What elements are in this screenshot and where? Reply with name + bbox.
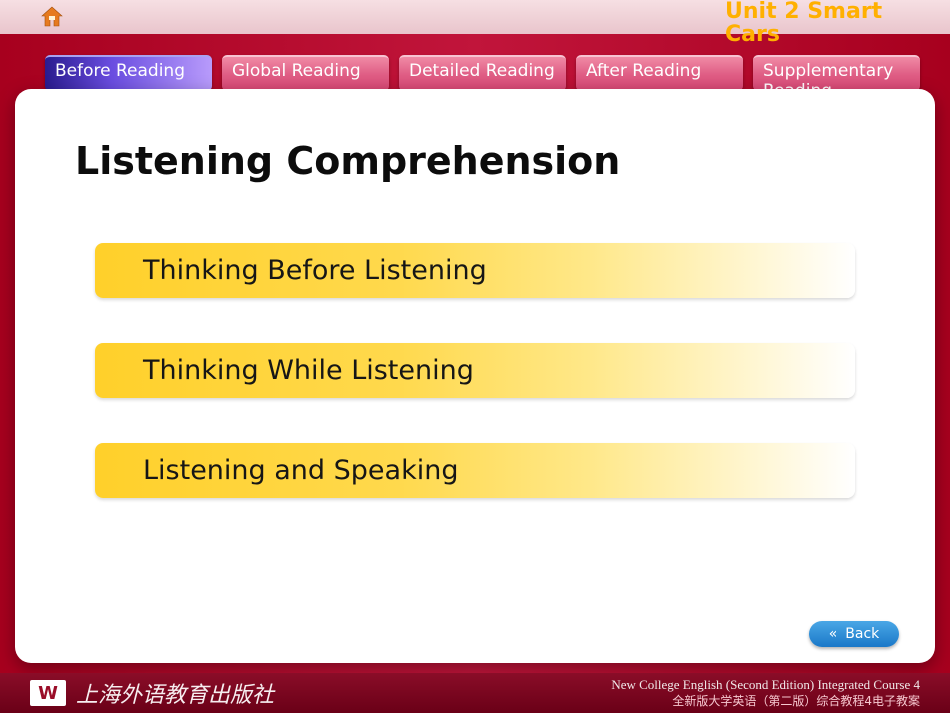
menu-item-label: Listening and Speaking — [143, 455, 458, 486]
menu-item-label: Thinking While Listening — [143, 355, 474, 386]
tab-label: Global Reading — [232, 61, 361, 81]
menu-item-thinking-before[interactable]: Thinking Before Listening — [95, 243, 855, 298]
footer-course-en: New College English (Second Edition) Int… — [611, 677, 920, 693]
footer: W 上海外语教育出版社 New College English (Second … — [0, 673, 950, 713]
tab-supplementary-reading[interactable]: Supplementary Reading — [753, 55, 920, 91]
unit-title: Unit 2 Smart Cars — [725, 0, 915, 46]
tab-after-reading[interactable]: After Reading — [576, 55, 743, 91]
content-card: Listening Comprehension Thinking Before … — [15, 89, 935, 663]
chevron-left-icon: « — [829, 626, 838, 642]
home-icon[interactable] — [40, 5, 64, 29]
footer-course-zh: 全新版大学英语（第二版）综合教程4电子教案 — [611, 694, 920, 709]
menu-item-listening-speaking[interactable]: Listening and Speaking — [95, 443, 855, 498]
page-title: Listening Comprehension — [75, 139, 875, 183]
menu-item-label: Thinking Before Listening — [143, 255, 487, 286]
tab-label: Detailed Reading — [409, 61, 555, 81]
footer-left: W 上海外语教育出版社 — [30, 677, 274, 709]
tab-label: Supplementary Reading — [763, 61, 910, 91]
menu-item-thinking-while[interactable]: Thinking While Listening — [95, 343, 855, 398]
publisher-name: 上海外语教育出版社 — [76, 677, 274, 709]
tab-before-reading[interactable]: Before Reading — [45, 55, 212, 91]
tab-label: After Reading — [586, 61, 701, 81]
tab-label: Before Reading — [55, 61, 185, 81]
tab-detailed-reading[interactable]: Detailed Reading — [399, 55, 566, 91]
publisher-logo: W — [30, 680, 66, 706]
tab-global-reading[interactable]: Global Reading — [222, 55, 389, 91]
back-button-label: Back — [845, 626, 879, 642]
back-button[interactable]: « Back — [809, 621, 899, 647]
footer-right: New College English (Second Edition) Int… — [611, 677, 920, 708]
